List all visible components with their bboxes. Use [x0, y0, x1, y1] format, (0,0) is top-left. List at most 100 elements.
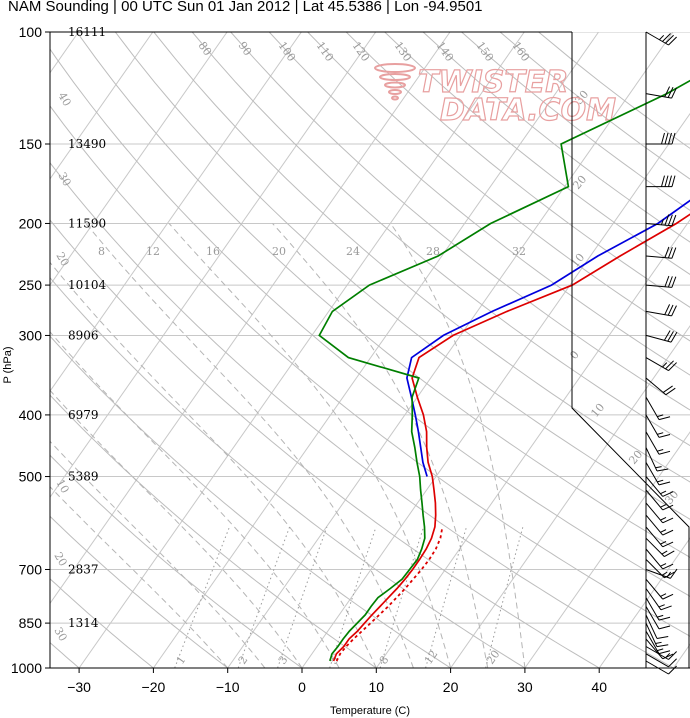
wind-barb-flag	[661, 132, 665, 145]
moist-adiabat	[390, 223, 526, 668]
height-label: 2837	[68, 562, 99, 576]
wind-barb-flag	[670, 568, 678, 579]
wind-barb-half-flag	[657, 432, 664, 435]
dry-adiabat	[153, 32, 690, 483]
wind-barb	[645, 622, 669, 648]
dry-adiabat	[50, 335, 451, 668]
wind-barb-half-flag	[660, 516, 667, 521]
y-tick-label: 100	[19, 24, 43, 40]
wind-barb	[645, 330, 678, 343]
y-tick-label: 400	[19, 407, 43, 423]
wind-barb	[645, 597, 671, 621]
x-tick-label: −10	[216, 679, 240, 695]
wind-barb-flag	[667, 304, 674, 316]
wind-barb-flag	[671, 276, 677, 288]
wind-barb-half-flag	[660, 490, 667, 495]
wind-barb-flag	[664, 214, 670, 226]
wind-barb-half-flag	[660, 529, 667, 533]
wind-barb-shaft	[645, 614, 658, 639]
mixing-ratio-label: 24	[346, 245, 360, 258]
isotherm-line	[673, 643, 690, 668]
isotherm-line	[375, 218, 690, 668]
wind-barb-shaft	[645, 502, 664, 524]
wind-barb-flag	[658, 450, 671, 455]
dry-adiabat	[345, 32, 690, 308]
moist-adiabat	[272, 223, 489, 668]
series-layer	[318, 79, 690, 662]
wind-barb	[645, 476, 674, 497]
height-label: 6979	[68, 408, 99, 422]
wind-barb-shaft	[645, 622, 658, 647]
wind-barb-flag	[670, 332, 678, 343]
wind-barb	[646, 132, 676, 145]
height-label: 13490	[68, 137, 106, 151]
wind-barb-half-flag	[660, 504, 667, 508]
dry-adiabat	[50, 105, 690, 637]
moist-adiabat	[168, 223, 452, 668]
wind-barb	[645, 653, 677, 668]
wind-barb-shaft	[645, 396, 660, 420]
height-label: 5389	[68, 470, 99, 484]
wind-barb-flag	[667, 276, 673, 288]
grid-layer	[50, 32, 690, 668]
wind-barb	[645, 502, 674, 524]
left-grid-label: 40	[55, 90, 73, 109]
wind-barb-shaft	[645, 414, 660, 438]
wind-barb-flag	[664, 246, 670, 258]
wind-barb	[645, 489, 674, 511]
moist-adiabat	[50, 486, 229, 668]
wind-barb-flag	[662, 517, 674, 524]
chart-title: NAM Sounding | 00 UTC Sun 01 Jan 2012 | …	[8, 0, 483, 15]
wind-barb-flag	[662, 504, 674, 511]
x-tick-label: 40	[591, 679, 607, 695]
wind-barb-flag	[671, 132, 676, 145]
dry-adiabat	[50, 515, 229, 668]
dry-adiabat	[50, 162, 674, 668]
wind-barb-half-flag	[658, 604, 665, 608]
y-tick-label: 700	[19, 561, 43, 577]
wind-barb-flag	[663, 330, 671, 341]
right-boundary-line	[571, 32, 690, 668]
wind-barb-flag	[656, 636, 669, 639]
parcel-trace-line	[335, 526, 444, 662]
right-grid-label: 0	[567, 348, 581, 362]
height-label: 11590	[68, 216, 106, 230]
dry-adiabat	[50, 394, 377, 668]
wind-barb-flag	[665, 387, 676, 396]
y-tick-label: 850	[19, 615, 43, 631]
wind-barb	[645, 568, 678, 579]
wind-barb-flag	[662, 529, 674, 536]
wind-barb-shaft	[645, 462, 660, 486]
mixing-ratio-label: 28	[426, 245, 440, 258]
dry-adiabat	[114, 32, 690, 520]
wind-barb-half-flag	[660, 593, 667, 597]
wind-barb-half-flag	[665, 652, 671, 659]
dry-adiabat	[50, 48, 690, 597]
bottom-grid-label: 3	[276, 654, 291, 667]
wind-barb	[645, 246, 677, 259]
wind-barbs	[645, 31, 678, 675]
wind-barb-flag	[662, 33, 671, 42]
dry-adiabat	[50, 578, 154, 668]
wind-barb-flag	[662, 593, 674, 600]
wind-barb-shaft	[645, 489, 664, 511]
wind-barb-flag	[662, 653, 674, 660]
left-grid-label: 10	[53, 477, 71, 496]
bottom-grid-label: 2	[236, 654, 251, 667]
wind-barb	[646, 175, 676, 188]
wind-barb-flag	[656, 468, 669, 472]
wind-barb-shaft	[645, 284, 672, 288]
wind-barb-flag	[664, 550, 675, 558]
wind-barb-half-flag	[660, 540, 667, 545]
isotherm-line	[598, 537, 690, 668]
wind-barb	[645, 526, 674, 548]
watermark-logo: TWISTER DATA.COM	[374, 63, 617, 129]
wind-barb-flag	[668, 36, 677, 46]
x-tick-label: 0	[298, 679, 306, 695]
wind-barb	[645, 431, 671, 455]
wind-barb-shaft	[645, 31, 669, 46]
wind-barb-half-flag	[662, 362, 668, 368]
left-grid-label: 20	[51, 550, 69, 569]
